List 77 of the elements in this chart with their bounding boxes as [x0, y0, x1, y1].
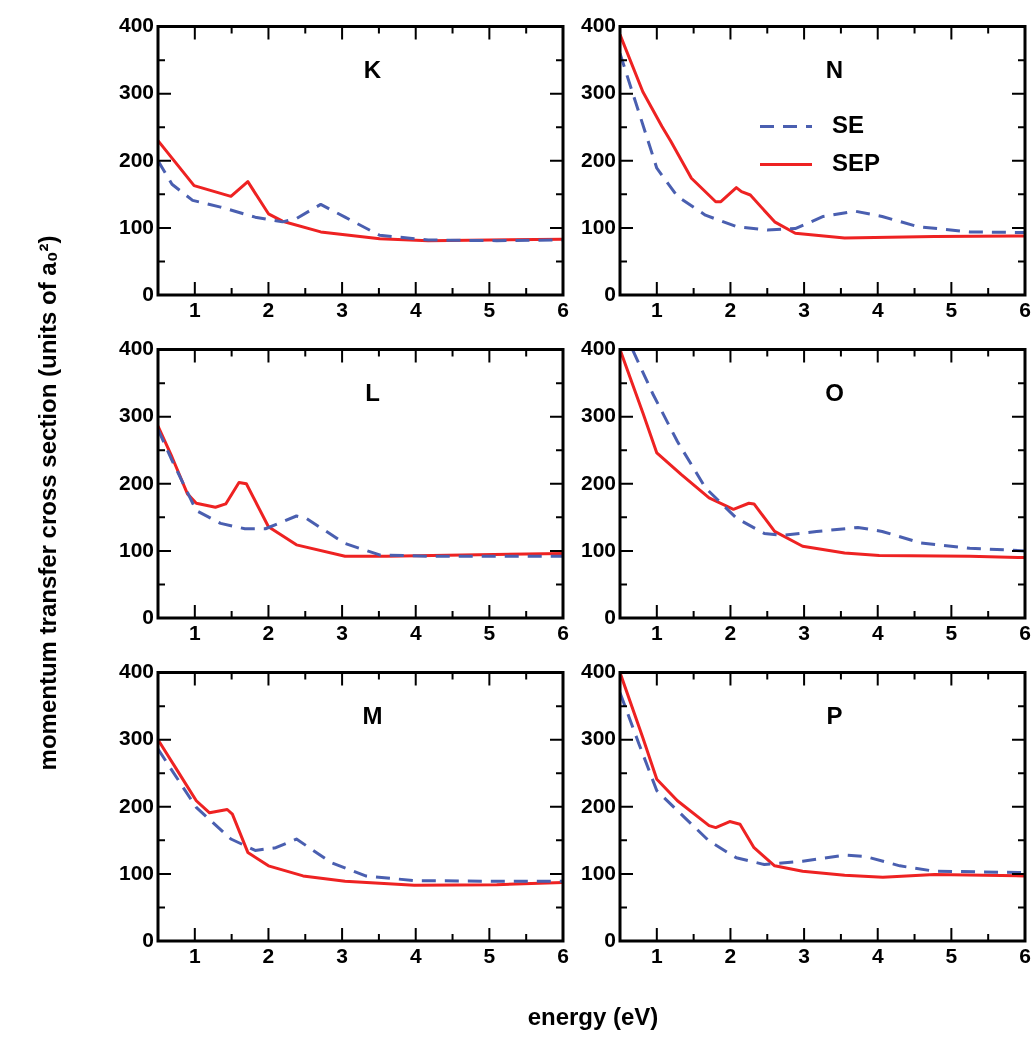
y-tick-label: 200	[118, 470, 154, 494]
text: P	[826, 702, 843, 730]
y-tick-label: 100	[580, 537, 616, 561]
y-tick-label: 200	[118, 147, 154, 171]
y-tick-label: 300	[580, 726, 616, 750]
x-tick-label: 1	[188, 298, 201, 322]
y-tick-label: 100	[118, 537, 154, 561]
x-tick-label: 3	[798, 944, 810, 968]
x-tick-label: 1	[188, 621, 201, 645]
y-tick-label: 400	[118, 336, 154, 360]
x-tick-label: 2	[262, 944, 275, 968]
y-tick-label: 300	[580, 80, 616, 104]
y-tick-label: 100	[118, 860, 154, 884]
text: N	[825, 56, 844, 84]
x-tick-label: 6	[557, 298, 569, 322]
x-tick-label: 4	[409, 944, 422, 968]
y-tick-label: 0	[142, 604, 154, 628]
x-tick-label: 2	[724, 944, 737, 968]
y-tick-label: 200	[580, 793, 616, 817]
x-tick-label: 3	[336, 298, 348, 322]
x-tick-label: 6	[1019, 298, 1031, 322]
x-tick-label: 5	[483, 298, 496, 322]
line-series	[158, 159, 563, 243]
x-tick-label: 5	[483, 621, 496, 645]
x-tick-label: 4	[871, 298, 884, 322]
y-tick-label: 400	[118, 13, 154, 37]
y-tick-label: 0	[604, 281, 616, 305]
y-tick-label: 300	[118, 726, 154, 750]
y-tick-label: 0	[142, 281, 154, 305]
x-tick-label: 5	[945, 298, 958, 322]
x-tick-label: 2	[262, 298, 275, 322]
y-tick-label: 300	[580, 403, 616, 427]
x-tick-label: 1	[650, 298, 663, 322]
y-tick-label: 400	[118, 659, 154, 683]
y-tick-label: 200	[580, 147, 616, 171]
y-tick-label: 300	[118, 80, 154, 104]
x-tick-label: 2	[724, 298, 737, 322]
x-tick-label: 1	[650, 944, 663, 968]
text: O	[825, 379, 844, 407]
x-axis-title: energy (eV)	[526, 1003, 660, 1031]
x-tick-label: 4	[871, 944, 884, 968]
x-tick-label: 6	[557, 944, 569, 968]
x-tick-label: 6	[1019, 944, 1031, 968]
y-tick-label: 100	[580, 214, 616, 238]
x-tick-label: 5	[483, 944, 496, 968]
x-tick-label: 2	[262, 621, 275, 645]
y-tick-label: 200	[118, 793, 154, 817]
x-tick-label: 2	[724, 621, 737, 645]
y-tick-label: 400	[580, 336, 616, 360]
x-tick-label: 4	[871, 621, 884, 645]
x-tick-label: 4	[409, 298, 422, 322]
x-tick-label: 1	[188, 944, 201, 968]
text: M	[362, 702, 383, 730]
x-tick-label: 1	[650, 621, 663, 645]
y-axis-title: momentum transfer cross section (units of a₀²)	[34, 235, 62, 771]
x-tick-label: 6	[557, 621, 569, 645]
y-tick-label: 200	[580, 470, 616, 494]
y-tick-label: 400	[580, 659, 616, 683]
y-tick-label: 0	[142, 927, 154, 951]
x-tick-label: 3	[798, 298, 810, 322]
text: L	[365, 379, 380, 407]
y-tick-label: 100	[580, 860, 616, 884]
x-tick-label: 5	[945, 621, 958, 645]
legend-label: SEP	[832, 149, 881, 177]
text: K	[363, 56, 382, 84]
y-tick-label: 400	[580, 13, 616, 37]
x-tick-label: 3	[798, 621, 810, 645]
x-tick-label: 4	[409, 621, 422, 645]
x-tick-label: 6	[1019, 621, 1031, 645]
legend-label: SE	[832, 111, 865, 139]
y-tick-label: 100	[118, 214, 154, 238]
x-tick-label: 3	[336, 944, 348, 968]
x-tick-label: 3	[336, 621, 348, 645]
x-tick-label: 5	[945, 944, 958, 968]
y-tick-label: 0	[604, 604, 616, 628]
y-tick-label: 0	[604, 927, 616, 951]
y-tick-label: 300	[118, 403, 154, 427]
